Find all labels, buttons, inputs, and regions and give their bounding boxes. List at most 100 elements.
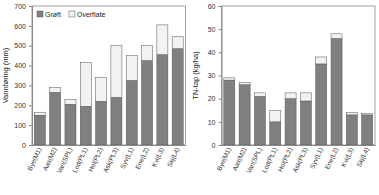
bar-segment (126, 80, 137, 145)
tick: 600 (14, 23, 32, 30)
bar-segment (316, 57, 327, 64)
tick-mark (29, 85, 32, 86)
bar-segment (80, 106, 91, 145)
tick: Ene(L2) (134, 146, 151, 170)
chart-panel: 0 10 20 30 40 50 60 Bye(M1)Aas(M2)Van(SPL)Lod(P… (191, 3, 376, 175)
tick: Ene(L2) (323, 146, 340, 170)
tick: 30 (208, 72, 222, 79)
bar-segment (331, 34, 342, 39)
tick-label: 0 (22, 142, 26, 149)
tick-label: 10 (208, 119, 216, 126)
tick: 100 (14, 122, 32, 129)
tick-label: Ask(PL3) (291, 146, 310, 174)
bar-segment (142, 61, 153, 145)
tick-label: 500 (14, 42, 26, 49)
tick: 0 (22, 142, 32, 149)
tick-label: Kvi(L3) (340, 146, 356, 168)
bar-segment (34, 115, 45, 145)
tick-mark (29, 145, 32, 146)
x-axis: Bye(M1)Aas(M2)Van(SPL)Lod(PL1)Hol(PL2)As… (26, 146, 186, 175)
tick-mark (29, 125, 32, 126)
tick-label: 20 (208, 95, 216, 102)
legend-label: Grøft (45, 11, 61, 18)
bar-segment (126, 56, 137, 81)
axis-line (219, 7, 223, 146)
tick-mark (29, 46, 32, 47)
tick-mark (29, 105, 32, 106)
bar-segment (362, 115, 373, 145)
bar-segment (362, 114, 373, 115)
bar-segment (96, 101, 107, 145)
tick-mark (219, 6, 222, 7)
bar-segment (254, 93, 265, 96)
bar-segment (172, 49, 183, 145)
tick: Ask(PL3) (102, 146, 121, 174)
bar-segment (80, 63, 91, 107)
legend-label: Overflate (77, 11, 106, 18)
bar-segment (239, 82, 250, 84)
bar-segment (157, 25, 168, 55)
bar-segment (300, 101, 311, 145)
tick-label: 40 (208, 49, 216, 56)
axis-title: TN-tap (kg/ha) (191, 51, 200, 100)
y-axis: 0 10 20 30 40 50 60 (208, 3, 222, 149)
bars (34, 25, 183, 145)
bar-segment (50, 92, 61, 145)
tick-mark (219, 76, 222, 77)
axis-title: Vannføring (mm) (1, 47, 10, 103)
x-axis: Bye(M1)Aas(M2)Van(SPL)Lod(PL1)Hol(PL2)As… (215, 146, 375, 175)
legend-swatch (37, 11, 43, 17)
tick: 20 (208, 95, 222, 102)
axis-line (33, 145, 187, 146)
tick: Syv(L1) (119, 146, 136, 170)
tick-mark (29, 6, 32, 7)
bar-segment (285, 93, 296, 99)
tick-mark (219, 29, 222, 30)
tick: Kvi(L3) (340, 146, 356, 168)
tick-label: 300 (14, 82, 26, 89)
tick: 500 (14, 42, 32, 49)
tick-label: 30 (208, 72, 216, 79)
tick-mark (29, 66, 32, 67)
legend: Grøft Overflate (37, 11, 105, 18)
bar-segment (270, 122, 281, 145)
tick: 700 (14, 3, 32, 10)
bar-segment (346, 115, 357, 145)
tick: 50 (208, 26, 222, 33)
tick-label: 700 (14, 3, 26, 10)
bar-segment (331, 38, 342, 145)
tick-mark (219, 52, 222, 53)
tick-label: Ene(L2) (134, 146, 151, 170)
bar-segment (65, 104, 76, 145)
bar-segment (142, 46, 153, 61)
tick: Skj(L4) (355, 146, 371, 168)
tick-label: 600 (14, 23, 26, 30)
legend-swatch (69, 11, 75, 17)
plot-frame (32, 6, 186, 145)
bar-segment (254, 96, 265, 145)
tick: Ask(PL3) (291, 146, 310, 174)
tick-label: Kvi(L3) (150, 146, 166, 168)
tick: 40 (208, 49, 222, 56)
axis-line (29, 7, 33, 146)
tick: 60 (208, 3, 222, 10)
figure: 0100200300400500600700Bye(M1)Aas(M2)Van(… (0, 0, 379, 195)
tick-mark (219, 122, 222, 123)
tick: 0 (212, 142, 222, 149)
bar-segment (50, 87, 61, 92)
bars (224, 34, 373, 145)
axis-line (222, 145, 376, 146)
bar-segment (346, 113, 357, 115)
tick-label: 60 (208, 3, 216, 10)
bar-segment (34, 112, 45, 115)
tick-mark (219, 145, 222, 146)
tick-label: Skj(L4) (355, 146, 371, 168)
tick: Skj(L4) (165, 146, 181, 168)
tick: Kvi(L3) (150, 146, 166, 168)
bar-segment (111, 46, 122, 98)
tick-label: 50 (208, 26, 216, 33)
tick: 200 (14, 102, 32, 109)
bar-segment (316, 64, 327, 145)
tick-label: Ene(L2) (323, 146, 340, 170)
bar-segment (96, 77, 107, 101)
